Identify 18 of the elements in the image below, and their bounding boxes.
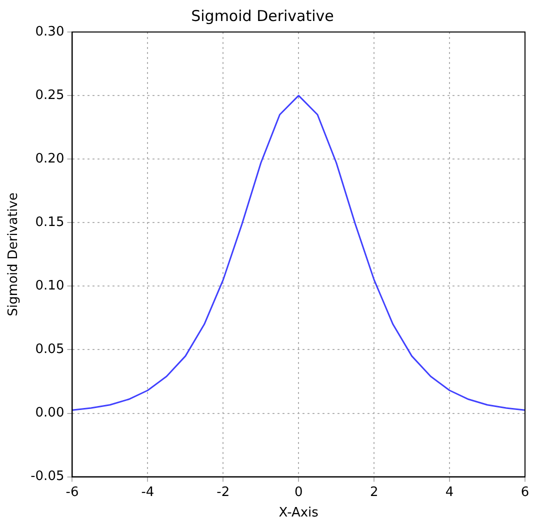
y-tick-label: 0.30 xyxy=(35,24,64,40)
y-tick-label: 0.10 xyxy=(35,278,64,294)
y-tick-label: 0.20 xyxy=(35,151,64,166)
x-tick-label: 6 xyxy=(520,484,530,500)
x-tick-label: 4 xyxy=(445,484,454,500)
y-tick-label: 0.05 xyxy=(35,342,64,358)
chart-title: Sigmoid Derivative xyxy=(191,6,334,25)
y-axis-title: Sigmoid Derivative xyxy=(6,192,22,316)
x-tick-label: -6 xyxy=(66,484,79,500)
x-tick-label: -4 xyxy=(141,484,154,500)
x-tick-label: 0 xyxy=(294,484,303,500)
y-tick-label: -0.05 xyxy=(30,469,64,484)
x-axis-title: X-Axis xyxy=(278,506,319,521)
y-tick-label: 0.25 xyxy=(35,88,64,103)
y-tick-label: 0.15 xyxy=(35,215,64,230)
x-tick-label: 2 xyxy=(370,484,378,500)
x-tick-label: -2 xyxy=(216,484,230,500)
y-tick-label: 0.00 xyxy=(35,406,64,421)
